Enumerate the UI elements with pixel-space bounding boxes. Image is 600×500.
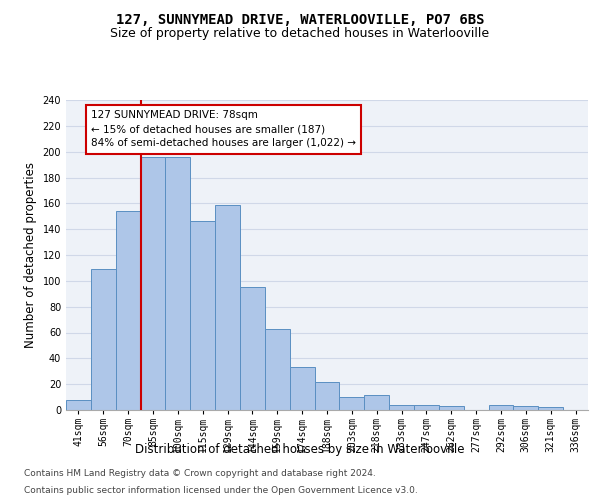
Bar [166, 157, 190, 410]
Bar [290, 368, 314, 410]
Bar [240, 288, 265, 410]
Bar [364, 394, 389, 410]
Bar [140, 157, 166, 410]
Bar [414, 405, 439, 410]
Bar [439, 406, 464, 410]
Bar [265, 328, 290, 410]
Text: 127 SUNNYMEAD DRIVE: 78sqm
← 15% of detached houses are smaller (187)
84% of sem: 127 SUNNYMEAD DRIVE: 78sqm ← 15% of deta… [91, 110, 356, 148]
Text: Size of property relative to detached houses in Waterlooville: Size of property relative to detached ho… [110, 28, 490, 40]
Text: Distribution of detached houses by size in Waterlooville: Distribution of detached houses by size … [135, 442, 465, 456]
Bar [91, 269, 116, 410]
Bar [116, 211, 140, 410]
Text: Contains HM Land Registry data © Crown copyright and database right 2024.: Contains HM Land Registry data © Crown c… [24, 468, 376, 477]
Bar [314, 382, 340, 410]
Bar [488, 405, 514, 410]
Y-axis label: Number of detached properties: Number of detached properties [24, 162, 37, 348]
Bar [538, 408, 563, 410]
Text: 127, SUNNYMEAD DRIVE, WATERLOOVILLE, PO7 6BS: 127, SUNNYMEAD DRIVE, WATERLOOVILLE, PO7… [116, 12, 484, 26]
Bar [190, 222, 215, 410]
Bar [340, 397, 364, 410]
Bar [215, 204, 240, 410]
Text: Contains public sector information licensed under the Open Government Licence v3: Contains public sector information licen… [24, 486, 418, 495]
Bar [514, 406, 538, 410]
Bar [389, 405, 414, 410]
Bar [66, 400, 91, 410]
